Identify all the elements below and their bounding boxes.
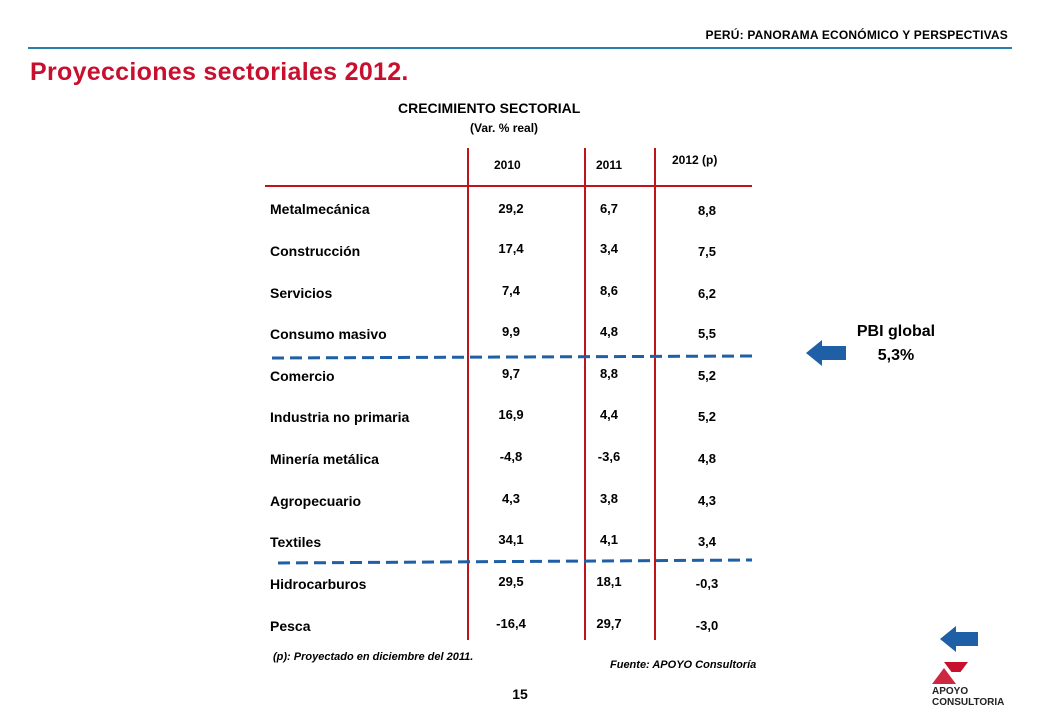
row-label: Industria no primaria — [270, 409, 410, 425]
cell-2011: -3,6 — [597, 449, 621, 464]
cell-2012: -0,3 — [695, 576, 719, 591]
row-label: Construcción — [270, 243, 361, 259]
cell-2011: 8,6 — [599, 283, 619, 298]
dashed-cutoff-top — [271, 354, 753, 360]
cell-2011: 8,8 — [599, 366, 619, 381]
cell-2012: 4,3 — [697, 493, 717, 508]
cell-2010: 17,4 — [498, 241, 524, 256]
row-label: Agropecuario — [270, 493, 362, 509]
header-divider — [28, 47, 1012, 49]
row-label: Hidrocarburos — [270, 576, 367, 592]
row-label: Servicios — [270, 285, 333, 301]
column-header-2011: 2011 — [596, 158, 623, 172]
table-title: CRECIMIENTO SECTORIAL — [398, 100, 581, 116]
cell-2012: 5,5 — [697, 326, 717, 341]
cell-2011: 4,4 — [599, 407, 619, 422]
cell-2010: 7,4 — [501, 283, 521, 298]
page-number: 15 — [512, 686, 528, 702]
dashed-cutoff-bottom — [277, 558, 753, 565]
column-header-2010: 2010 — [494, 158, 521, 172]
row-label: Textiles — [270, 534, 322, 550]
pbi-callout: PBI global 5,3% — [846, 320, 946, 368]
pbi-value: 5,3% — [877, 347, 915, 364]
cell-2010: 9,7 — [501, 366, 521, 381]
cell-2010: -4,8 — [499, 449, 523, 464]
projection-note: (p): Proyectado en diciembre del 2011. — [273, 651, 474, 663]
row-label: Minería metálica — [270, 451, 379, 467]
cell-2011: 18,1 — [596, 574, 622, 589]
pbi-label: PBI global — [856, 323, 936, 340]
cell-2012: 3,4 — [697, 534, 717, 549]
row-label: Consumo masivo — [270, 326, 387, 342]
header-title: PERÚ: PANORAMA ECONÓMICO Y PERSPECTIVAS — [705, 28, 1008, 42]
column-header-2012p: 2012 (p) — [672, 153, 718, 167]
row-label: Pesca — [270, 618, 311, 634]
cell-2010: 34,1 — [498, 532, 524, 547]
back-arrow-icon — [940, 626, 978, 652]
row-label: Comercio — [270, 368, 335, 384]
logo-line1: APOYO — [932, 686, 969, 697]
cell-2011: 6,7 — [599, 201, 619, 216]
cell-2010: 4,3 — [501, 491, 521, 506]
cell-2010: 29,2 — [498, 201, 524, 216]
cell-2012: 4,8 — [697, 451, 717, 466]
apoyo-logo: APOYO CONSULTORIA — [932, 686, 1004, 708]
cell-2011: 29,7 — [596, 616, 622, 631]
back-nav-button[interactable] — [938, 624, 980, 654]
cell-2011: 4,8 — [599, 324, 619, 339]
page-title: Proyecciones sectoriales 2012. — [30, 58, 409, 86]
pbi-arrow-icon — [806, 340, 846, 366]
apoyo-logo-icon — [932, 662, 968, 684]
cell-2012: 6,2 — [697, 286, 717, 301]
cell-2012: 5,2 — [697, 368, 717, 383]
cell-2012: 5,2 — [697, 409, 717, 424]
cell-2010: 9,9 — [501, 324, 521, 339]
table-subtitle: (Var. % real) — [470, 121, 539, 135]
row-label: Metalmecánica — [270, 201, 370, 217]
cell-2011: 3,8 — [599, 491, 619, 506]
source-note: Fuente: APOYO Consultoría — [610, 659, 757, 671]
cell-2012: 7,5 — [697, 244, 717, 259]
cell-2010: 16,9 — [498, 407, 524, 422]
logo-line2: CONSULTORIA — [932, 697, 1005, 708]
cell-2011: 3,4 — [599, 241, 619, 256]
cell-2011: 4,1 — [599, 532, 619, 547]
cell-2010: -16,4 — [496, 616, 526, 631]
cell-2012: -3,0 — [695, 618, 719, 633]
cell-2010: 29,5 — [498, 574, 524, 589]
cell-2012: 8,8 — [697, 203, 717, 218]
